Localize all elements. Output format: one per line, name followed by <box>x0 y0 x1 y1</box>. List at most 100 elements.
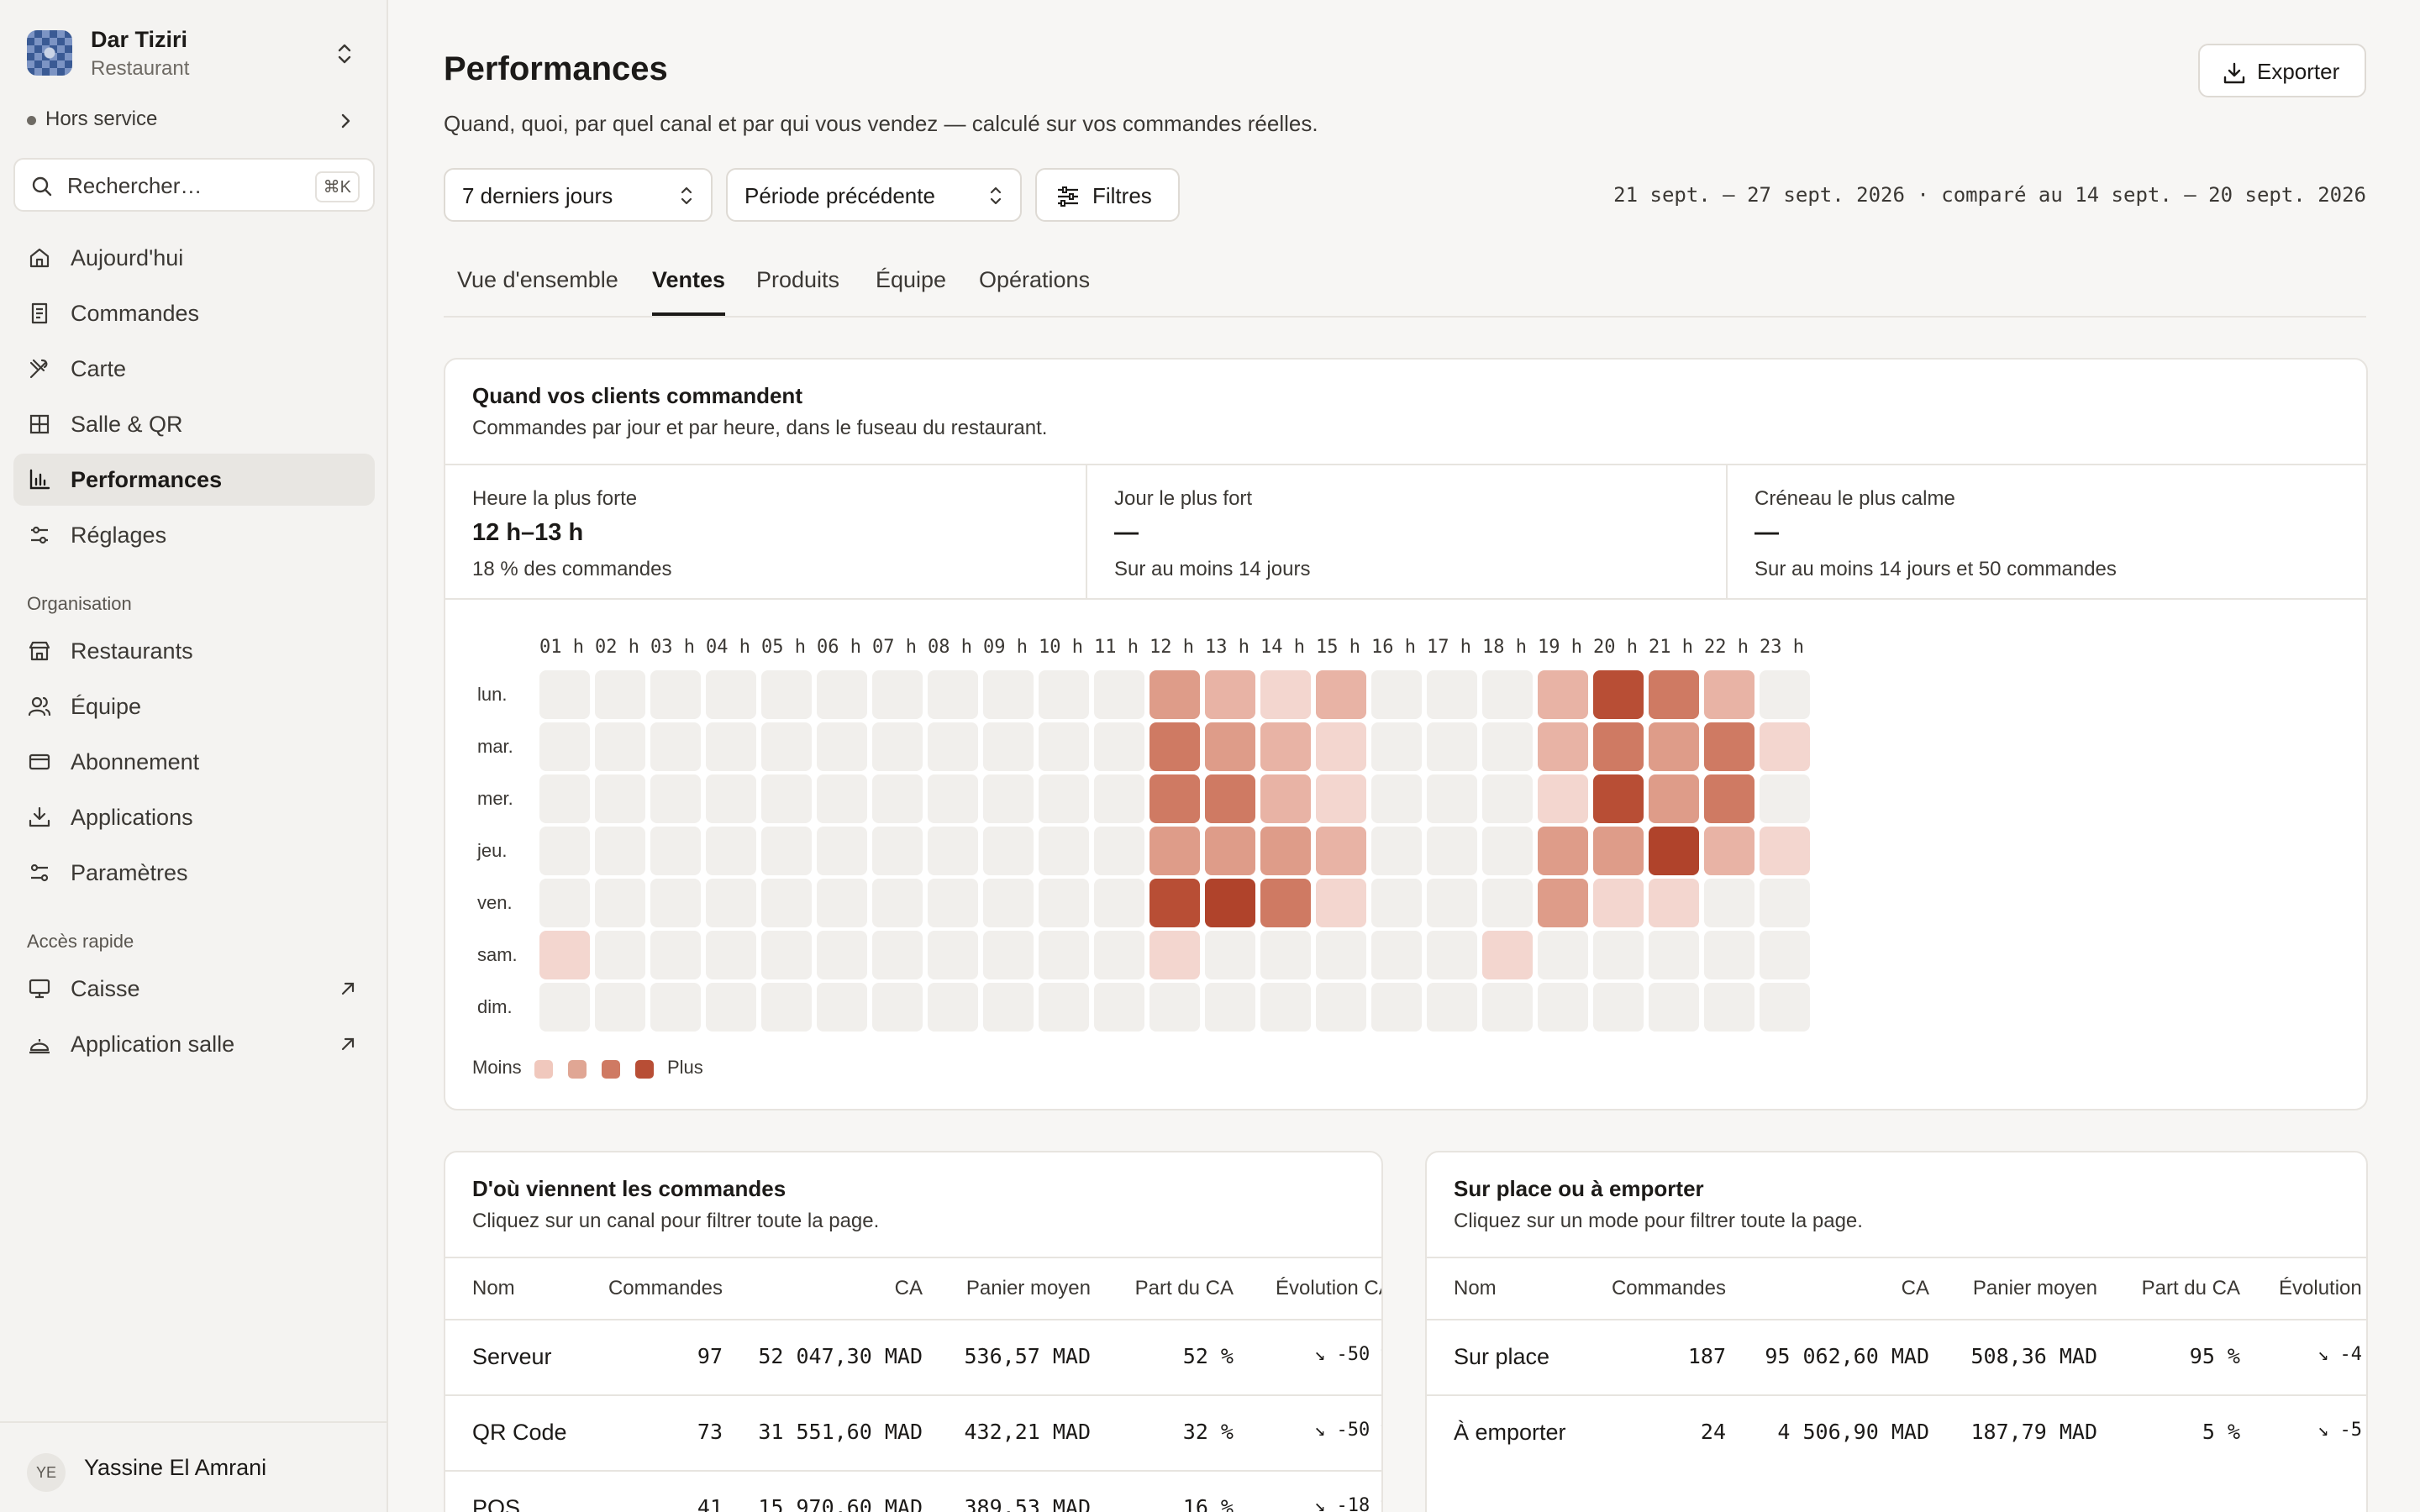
heatmap-cell[interactable] <box>983 879 1034 927</box>
heatmap-cell[interactable] <box>1150 931 1200 979</box>
heatmap-cell[interactable] <box>1039 774 1089 823</box>
heatmap-cell[interactable] <box>761 670 812 719</box>
heatmap-cell[interactable] <box>983 827 1034 875</box>
heatmap-cell[interactable] <box>928 722 978 771</box>
column-header[interactable]: Évolution CA <box>1276 1277 1383 1299</box>
heatmap-cell[interactable] <box>1260 722 1311 771</box>
heatmap-cell[interactable] <box>928 931 978 979</box>
heatmap-cell[interactable] <box>761 879 812 927</box>
heatmap-cell[interactable] <box>650 827 701 875</box>
export-button[interactable]: Exporter <box>2198 44 2366 97</box>
heatmap-cell[interactable] <box>1316 983 1366 1032</box>
tab-overview[interactable]: Vue d'ensemble <box>457 267 618 292</box>
heatmap-cell[interactable] <box>650 774 701 823</box>
heatmap-cell[interactable] <box>1649 722 1699 771</box>
heatmap-cell[interactable] <box>595 774 645 823</box>
heatmap-cell[interactable] <box>817 827 867 875</box>
column-header[interactable]: Nom <box>472 1277 515 1299</box>
nav-item-applications[interactable]: Applications <box>13 791 375 843</box>
heatmap-cell[interactable] <box>872 670 923 719</box>
heatmap-cell[interactable] <box>1150 670 1200 719</box>
heatmap-cell[interactable] <box>761 722 812 771</box>
heatmap-cell[interactable] <box>1704 722 1754 771</box>
table-row[interactable]: À emporter 24 4 506,90 MAD 187,79 MAD 5 … <box>1427 1396 2366 1472</box>
heatmap-cell[interactable] <box>1427 879 1477 927</box>
heatmap-cell[interactable] <box>1427 722 1477 771</box>
heatmap-cell[interactable] <box>539 670 590 719</box>
heatmap-cell[interactable] <box>1371 931 1422 979</box>
heatmap-cell[interactable] <box>650 983 701 1032</box>
heatmap-cell[interactable] <box>539 722 590 771</box>
heatmap-cell[interactable] <box>761 983 812 1032</box>
heatmap-cell[interactable] <box>1316 879 1366 927</box>
heatmap-cell[interactable] <box>761 931 812 979</box>
heatmap-cell[interactable] <box>1316 722 1366 771</box>
tab-operations[interactable]: Opérations <box>979 267 1091 292</box>
heatmap-cell[interactable] <box>1538 879 1588 927</box>
heatmap-cell[interactable] <box>1649 774 1699 823</box>
tab-products[interactable]: Produits <box>756 267 840 292</box>
heatmap-cell[interactable] <box>1760 827 1810 875</box>
column-header[interactable]: Part du CA <box>1134 1277 1234 1299</box>
heatmap-cell[interactable] <box>1371 879 1422 927</box>
heatmap-cell[interactable] <box>872 931 923 979</box>
comparison-select[interactable]: Période précédente <box>726 168 1022 222</box>
heatmap-cell[interactable] <box>1704 879 1754 927</box>
heatmap-cell[interactable] <box>1593 774 1644 823</box>
heatmap-cell[interactable] <box>650 722 701 771</box>
heatmap-cell[interactable] <box>1260 827 1311 875</box>
column-header[interactable]: Commandes <box>1611 1277 1726 1299</box>
heatmap-cell[interactable] <box>1316 827 1366 875</box>
user-menu[interactable]: YE Yassine El Amrani <box>0 1421 388 1512</box>
heatmap-cell[interactable] <box>1538 670 1588 719</box>
heatmap-cell[interactable] <box>817 774 867 823</box>
nav-item-parameters[interactable]: Paramètres <box>13 847 375 899</box>
heatmap-cell[interactable] <box>1316 931 1366 979</box>
heatmap-cell[interactable] <box>539 931 590 979</box>
column-header[interactable]: CA <box>894 1277 923 1299</box>
heatmap-cell[interactable] <box>1094 774 1144 823</box>
heatmap-cell[interactable] <box>1427 670 1477 719</box>
heatmap-cell[interactable] <box>1205 774 1255 823</box>
heatmap-cell[interactable] <box>872 774 923 823</box>
heatmap-cell[interactable] <box>928 827 978 875</box>
heatmap-cell[interactable] <box>1150 983 1200 1032</box>
heatmap-cell[interactable] <box>1593 983 1644 1032</box>
heatmap-cell[interactable] <box>1316 774 1366 823</box>
column-header[interactable]: Part du CA <box>2141 1277 2240 1299</box>
heatmap-cell[interactable] <box>1039 983 1089 1032</box>
heatmap-cell[interactable] <box>1039 931 1089 979</box>
period-select[interactable]: 7 derniers jours <box>444 168 713 222</box>
heatmap-cell[interactable] <box>1482 670 1533 719</box>
heatmap-cell[interactable] <box>1094 879 1144 927</box>
heatmap-cell[interactable] <box>1538 931 1588 979</box>
nav-item-room-app[interactable]: Application salle <box>13 1018 375 1070</box>
heatmap-cell[interactable] <box>1649 827 1699 875</box>
column-header[interactable]: Évolution <box>2279 1277 2362 1299</box>
heatmap-cell[interactable] <box>1760 670 1810 719</box>
nav-item-cash-register[interactable]: Caisse <box>13 963 375 1015</box>
heatmap-cell[interactable] <box>1593 670 1644 719</box>
heatmap-cell[interactable] <box>928 670 978 719</box>
heatmap-cell[interactable] <box>928 983 978 1032</box>
heatmap-cell[interactable] <box>1593 722 1644 771</box>
nav-item-settings[interactable]: Réglages <box>13 509 375 561</box>
heatmap-cell[interactable] <box>595 879 645 927</box>
heatmap-cell[interactable] <box>706 983 756 1032</box>
tab-team[interactable]: Équipe <box>876 267 947 292</box>
heatmap-cell[interactable] <box>817 722 867 771</box>
heatmap-cell[interactable] <box>1593 879 1644 927</box>
heatmap-cell[interactable] <box>1371 670 1422 719</box>
heatmap-cell[interactable] <box>1205 983 1255 1032</box>
nav-item-menu[interactable]: Carte <box>13 343 375 395</box>
heatmap-cell[interactable] <box>1427 827 1477 875</box>
heatmap-cell[interactable] <box>1316 670 1366 719</box>
heatmap-cell[interactable] <box>706 931 756 979</box>
heatmap-cell[interactable] <box>1760 931 1810 979</box>
heatmap-cell[interactable] <box>928 774 978 823</box>
heatmap-cell[interactable] <box>706 879 756 927</box>
heatmap-cell[interactable] <box>1482 774 1533 823</box>
column-header[interactable]: Nom <box>1454 1277 1497 1299</box>
heatmap-cell[interactable] <box>1150 827 1200 875</box>
heatmap-cell[interactable] <box>1538 983 1588 1032</box>
